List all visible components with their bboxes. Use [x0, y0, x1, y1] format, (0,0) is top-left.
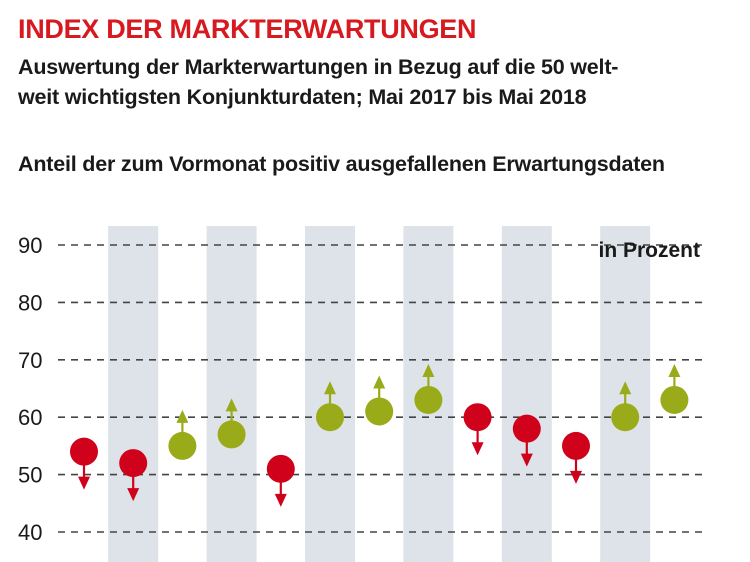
- y-tick-label: 50: [18, 463, 42, 488]
- point-marker: [119, 449, 148, 478]
- point-marker: [414, 385, 443, 414]
- chart-heading: Anteil der zum Vormonat positiv ausgefal…: [18, 152, 665, 176]
- arrow-down-icon: [127, 488, 140, 502]
- arrow-up-icon: [373, 375, 386, 389]
- shaded-band: [206, 226, 257, 562]
- point-marker: [562, 431, 590, 460]
- arrow-up-icon: [324, 381, 336, 395]
- y-tick-label: 60: [18, 405, 42, 430]
- data-point-up: [316, 381, 344, 432]
- gridlines: [58, 244, 702, 533]
- chart-subtitle: Auswertung der Markterwartungen in Bezug…: [18, 52, 738, 112]
- unit-label: in Prozent: [598, 239, 700, 262]
- data-point-down: [70, 437, 98, 490]
- arrow-up-icon: [668, 363, 681, 377]
- data-point-up: [660, 363, 689, 414]
- y-tick-label: 80: [18, 290, 42, 315]
- point-marker: [316, 403, 344, 432]
- data-point-down: [119, 449, 148, 502]
- arrow-down-icon: [520, 453, 533, 467]
- y-tick-label: 70: [18, 348, 42, 373]
- point-marker: [266, 454, 295, 483]
- data-point-down: [266, 454, 295, 507]
- y-tick-label: 40: [18, 520, 42, 545]
- data-point-down: [463, 403, 492, 456]
- y-axis-ticks: 90 80 70 60 50 40: [18, 233, 42, 545]
- chart-title: INDEX DER MARKTERWARTUNGEN: [18, 14, 477, 44]
- data-point-down: [562, 431, 590, 484]
- point-marker: [463, 403, 492, 432]
- point-marker: [70, 437, 98, 466]
- arrow-up-icon: [225, 398, 238, 412]
- data-point-up: [414, 363, 443, 414]
- data-point-down: [512, 414, 541, 467]
- arrow-down-icon: [274, 493, 287, 507]
- data-point-up: [168, 409, 197, 460]
- data-points: [70, 363, 689, 507]
- point-marker: [660, 385, 689, 414]
- subtitle-line-1: Auswertung der Markterwartungen in Bezug…: [18, 55, 619, 79]
- arrow-up-icon: [422, 363, 435, 377]
- point-marker: [365, 397, 394, 426]
- y-tick-label: 90: [18, 233, 42, 258]
- shaded-band: [108, 226, 159, 562]
- arrow-up-icon: [619, 381, 632, 395]
- point-marker: [512, 414, 541, 443]
- subtitle-line-2: weit wichtigsten Konjunkturdaten; Mai 20…: [18, 85, 587, 109]
- data-point-up: [365, 375, 394, 426]
- data-point-up: [611, 381, 640, 432]
- arrow-down-icon: [570, 470, 582, 484]
- point-marker: [217, 420, 246, 449]
- arrow-down-icon: [78, 476, 90, 490]
- shaded-bands: [108, 226, 651, 562]
- shaded-band: [501, 226, 552, 562]
- arrow-down-icon: [471, 442, 484, 456]
- data-point-up: [217, 398, 246, 449]
- point-marker: [611, 403, 640, 432]
- point-marker: [168, 431, 197, 460]
- arrow-up-icon: [176, 409, 189, 423]
